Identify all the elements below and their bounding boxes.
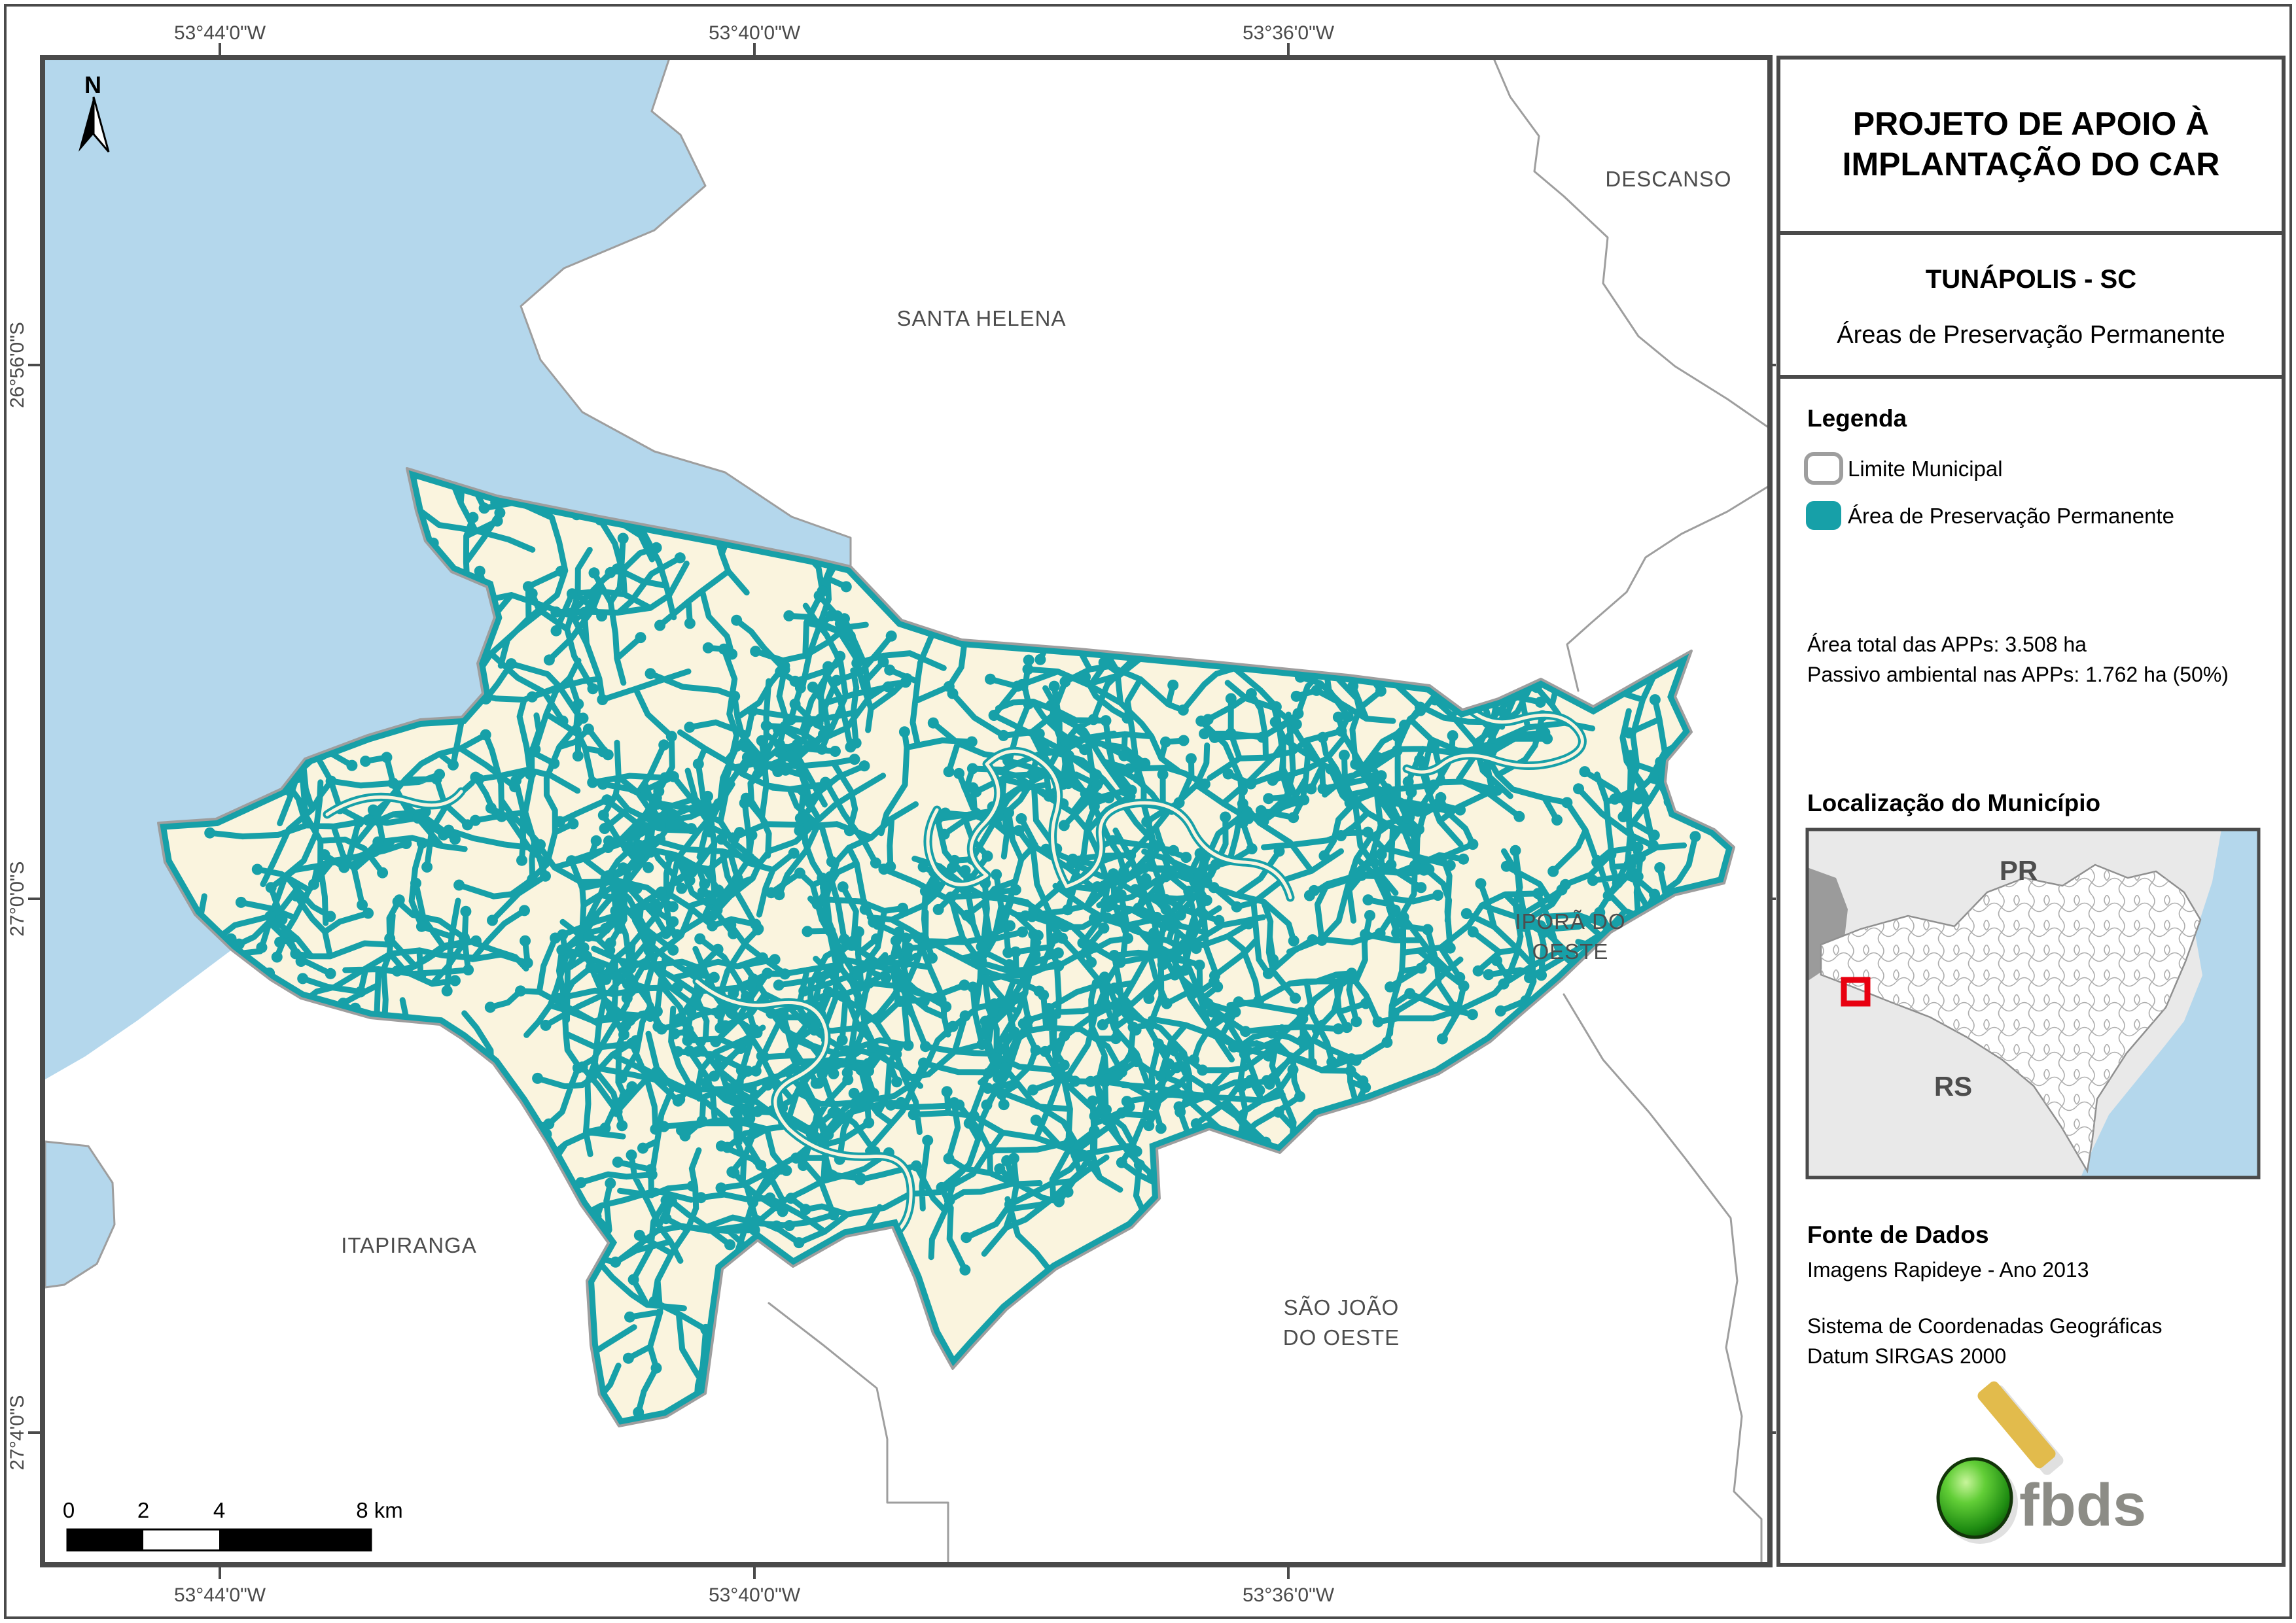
scale-label-0: 0 <box>63 1498 75 1522</box>
fbds-logo[interactable]: fbds <box>1936 1379 2146 1544</box>
boundary-descanso <box>1493 60 1767 428</box>
source-heading: Fonte de Dados <box>1807 1221 1989 1248</box>
stats-passivo-apps: Passivo ambiental nas APPs: 1.762 ha (50… <box>1807 663 2229 686</box>
boundary-santa-helena-ipora <box>1566 485 1767 692</box>
data-source: Fonte de Dados Imagens Rapideye - Ano 20… <box>1807 1221 2163 1368</box>
scale-bar-segment-1 <box>67 1529 143 1550</box>
scale-label-8km: 8 km <box>356 1498 403 1522</box>
inset-municipalities-texture <box>1821 865 2200 1171</box>
app-streams <box>158 468 1734 1426</box>
theme-title: Áreas de Preservação Permanente <box>1837 321 2225 349</box>
legend-label-limite-municipal: Limite Municipal <box>1848 457 2003 481</box>
label-santa-helena: SANTA HELENA <box>897 306 1067 330</box>
north-arrow-right-half <box>92 96 110 152</box>
coord-top-3: 53°36'0"W <box>1243 22 1335 44</box>
scale-label-4: 4 <box>213 1498 225 1522</box>
scale-bar-segment-2 <box>219 1529 371 1550</box>
scale-bar: 0 2 4 8 km <box>63 1498 403 1552</box>
coord-bottom-3: 53°36'0"W <box>1243 1584 1335 1606</box>
coordinate-labels: 53°44'0"W 53°40'0"W 53°36'0"W 53°44'0"W … <box>7 22 1335 1606</box>
stats-total-apps: Área total das APPs: 3.508 ha <box>1807 633 2087 656</box>
coord-left-2: 27°0'0"S <box>7 861 28 936</box>
coord-top-2: 53°40'0"W <box>709 22 801 44</box>
coord-bottom-1: 53°44'0"W <box>174 1584 266 1606</box>
legend-heading: Legenda <box>1807 405 1907 432</box>
logo-yellow-bar-icon <box>1977 1381 2056 1469</box>
legend: Legenda Limite Municipal Área de Preserv… <box>1804 405 2174 530</box>
scale-label-2: 2 <box>137 1498 149 1522</box>
label-sao-joao-line1: SÃO JOÃO <box>1284 1295 1400 1319</box>
boundary-ipora-sao-joao <box>1563 993 1763 1562</box>
boundary-itapiranga-sao-joao <box>768 1302 949 1562</box>
main-map: DESCANSO SANTA HELENA IPORÃ DO OESTE ITA… <box>7 22 1776 1606</box>
app-stream-lines <box>158 468 1734 1426</box>
inset-municipality-marker[interactable] <box>1841 977 1871 1007</box>
coord-bottom-2: 53°40'0"W <box>709 1584 801 1606</box>
inset-label-rs: RS <box>1934 1071 1972 1102</box>
inset-ocean <box>2081 829 2259 1178</box>
municipality-title: TUNÁPOLIS - SC <box>1926 264 2136 294</box>
municipality-boundary <box>157 467 1735 1427</box>
page-border <box>4 4 2292 1619</box>
inset-west-neighbor <box>1807 867 1848 981</box>
label-ipora-line2: OESTE <box>1532 939 1609 964</box>
source-line3: Datum SIRGAS 2000 <box>1807 1344 2006 1368</box>
source-line1: Imagens Rapideye - Ano 2013 <box>1807 1258 2089 1282</box>
localization-heading: Localização do Município <box>1807 790 2100 816</box>
logo-text: fbds <box>2019 1472 2146 1539</box>
legend-swatch-app[interactable] <box>1806 501 1841 530</box>
legend-swatch-limite-municipal[interactable] <box>1804 452 1843 485</box>
pond-water <box>45 1140 116 1289</box>
panel-title-line1: PROJETO DE APOIO À <box>1853 105 2210 142</box>
inset-label-pr: PR <box>2000 855 2038 886</box>
coord-left-3: 27°4'0"S <box>7 1395 28 1470</box>
north-arrow-left-half <box>79 97 94 152</box>
coord-top-1: 53°44'0"W <box>174 22 266 44</box>
coord-left-1: 26°56'0"S <box>7 322 28 408</box>
inset-border <box>1805 828 2261 1179</box>
label-ipora-line1: IPORÃ DO <box>1515 909 1625 934</box>
river-water-body <box>45 60 851 1079</box>
graticule-ticks <box>28 43 1776 1579</box>
side-panel: PROJETO DE APOIO À IMPLANTAÇÃO DO CAR TU… <box>1776 56 2286 1567</box>
label-sao-joao-line2: DO OESTE <box>1283 1325 1400 1350</box>
north-arrow: N <box>79 71 110 152</box>
label-itapiranga: ITAPIRANGA <box>341 1233 476 1257</box>
north-arrow-label: N <box>84 71 101 98</box>
coastline <box>520 60 852 568</box>
localization-inset: Localização do Município PR RS <box>1805 790 2261 1179</box>
label-descanso: DESCANSO <box>1605 167 1731 191</box>
source-line2: Sistema de Coordenadas Geográficas <box>1807 1314 2163 1338</box>
legend-label-app: Área de Preservação Permanente <box>1848 504 2174 528</box>
logo-green-sphere-icon <box>1936 1457 2013 1539</box>
panel-title-line2: IMPLANTAÇÃO DO CAR <box>1843 146 2220 183</box>
panel-border <box>1776 56 2286 1567</box>
